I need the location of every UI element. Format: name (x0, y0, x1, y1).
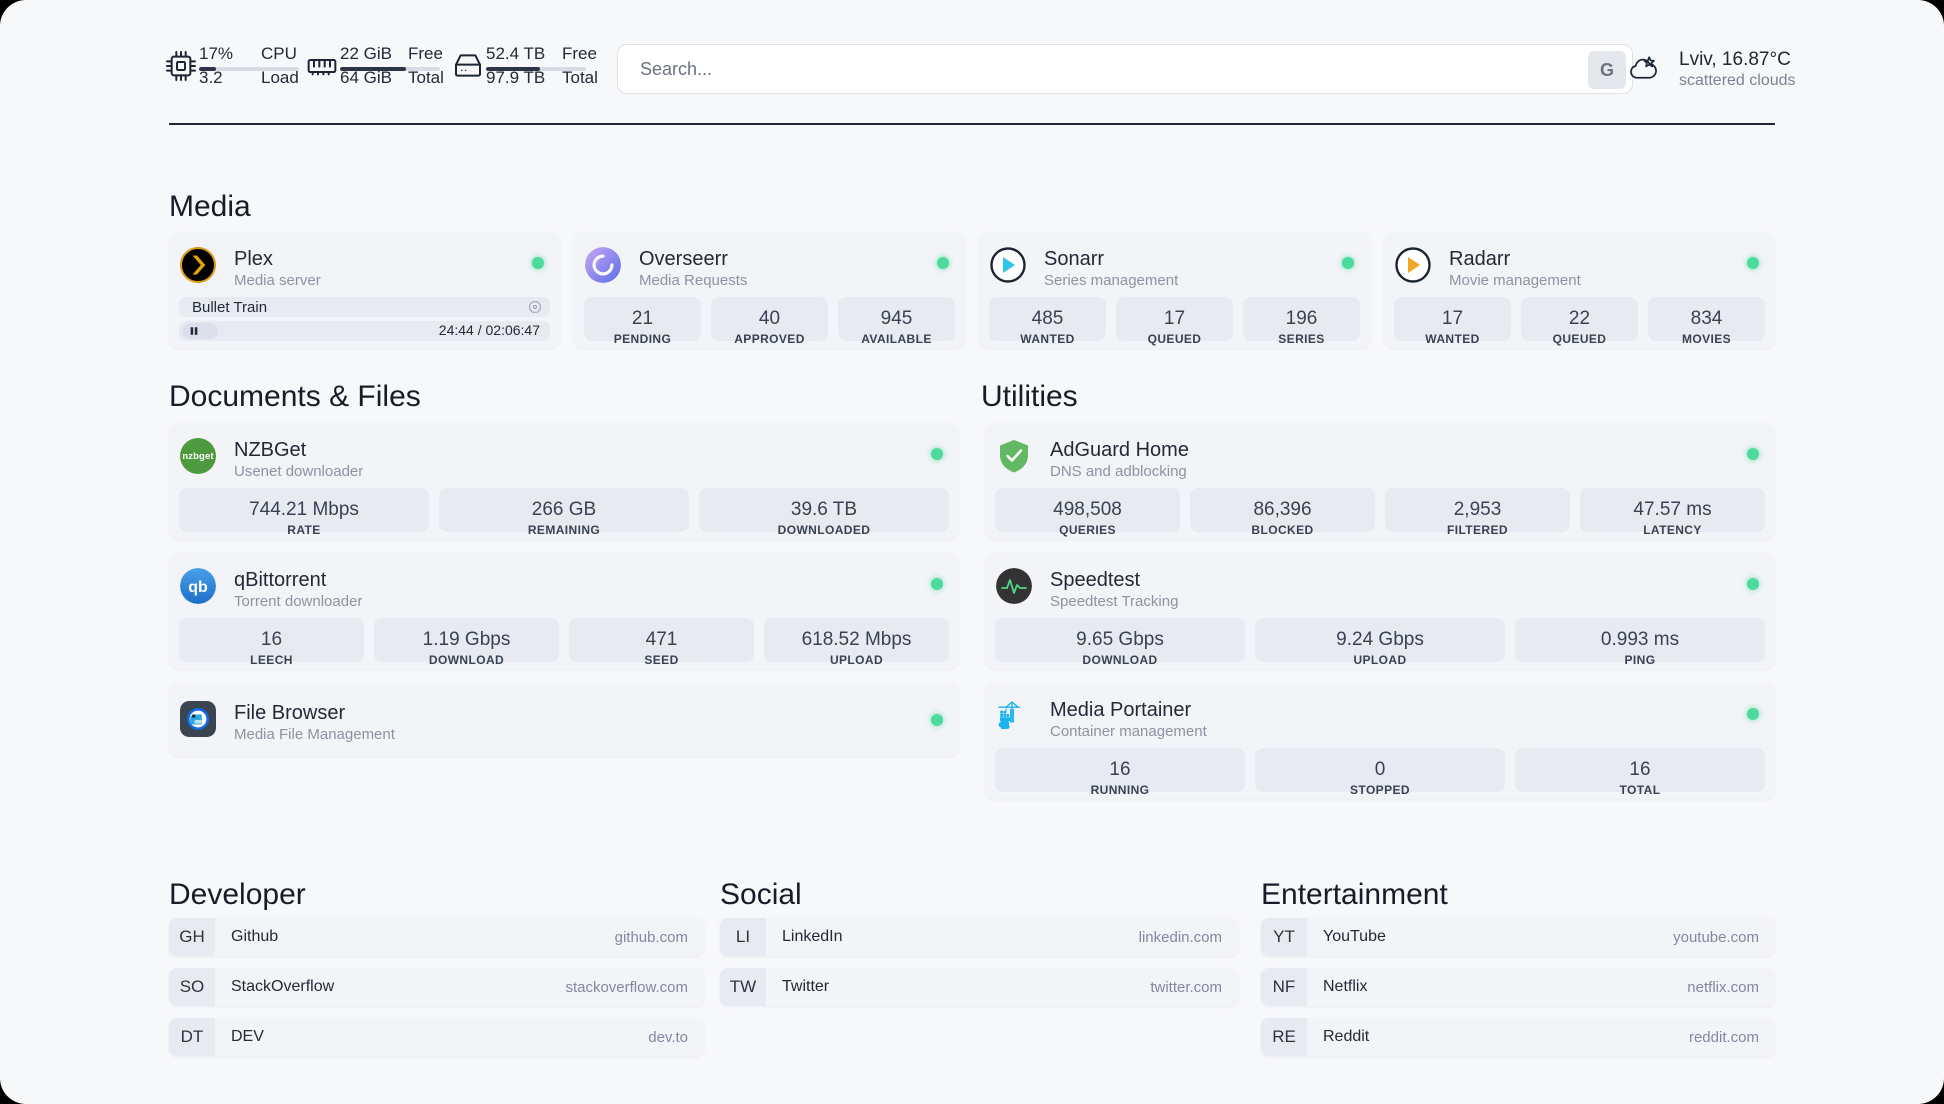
svg-text:qb: qb (188, 579, 208, 596)
